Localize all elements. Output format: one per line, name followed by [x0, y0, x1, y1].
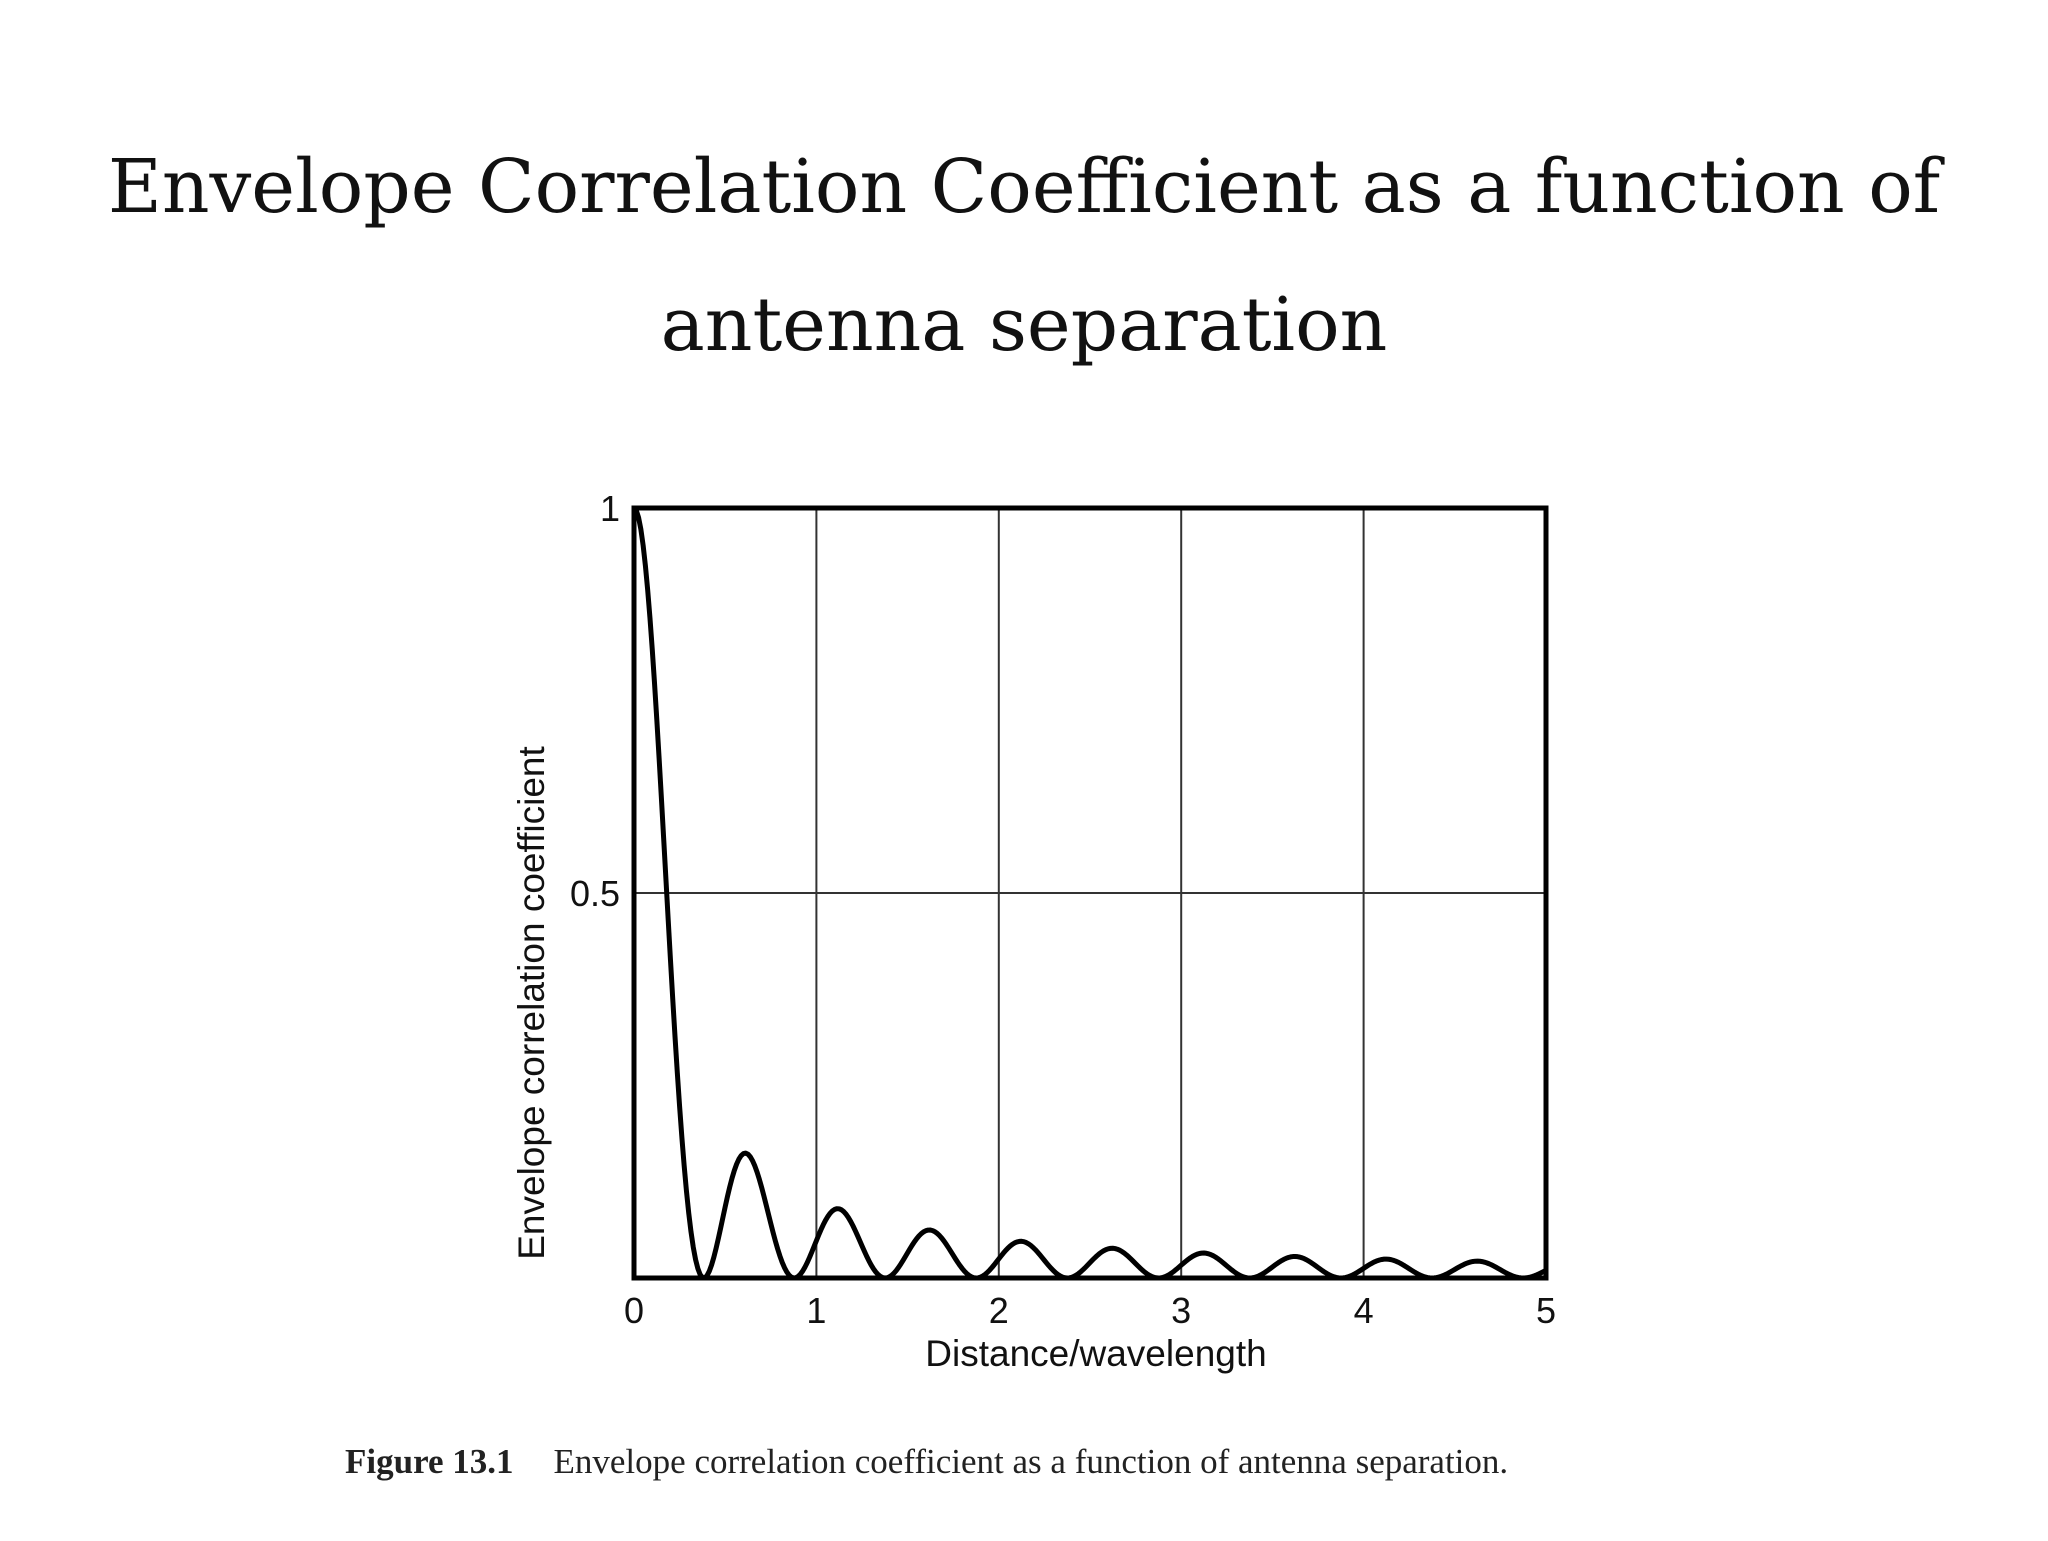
x-axis-label: Distance/wavelength: [925, 1333, 1266, 1374]
x-tick-label-4: 4: [1354, 1290, 1374, 1331]
y-axis-label: Envelope correlation coefficient: [511, 746, 552, 1260]
y-tick-labels: 0.51: [570, 488, 620, 914]
figure-caption: Figure 13.1 Envelope correlation coeffici…: [345, 1442, 1508, 1482]
grid-layer: [634, 508, 1546, 1278]
plot-frame: [631, 505, 1549, 1281]
slide-title: Envelope Correlation Coefficient as a fu…: [107, 144, 1941, 368]
y-tick-label-1: 1: [600, 488, 620, 529]
figure-label: Figure 13.1: [345, 1442, 514, 1481]
x-tick-label-2: 2: [989, 1290, 1009, 1331]
x-tick-label-1: 1: [806, 1290, 826, 1331]
x-tick-label-5: 5: [1536, 1290, 1556, 1331]
y-tick-label-0: 0.5: [570, 873, 620, 914]
series-line: [632, 506, 1548, 1281]
x-tick-labels: 0 1 2 3 4 5: [624, 1290, 1556, 1331]
x-tick-label-0: 0: [624, 1290, 644, 1331]
figure-caption-text: Envelope correlation coefficient as a fu…: [553, 1442, 1509, 1481]
x-tick-label-3: 3: [1171, 1290, 1191, 1331]
